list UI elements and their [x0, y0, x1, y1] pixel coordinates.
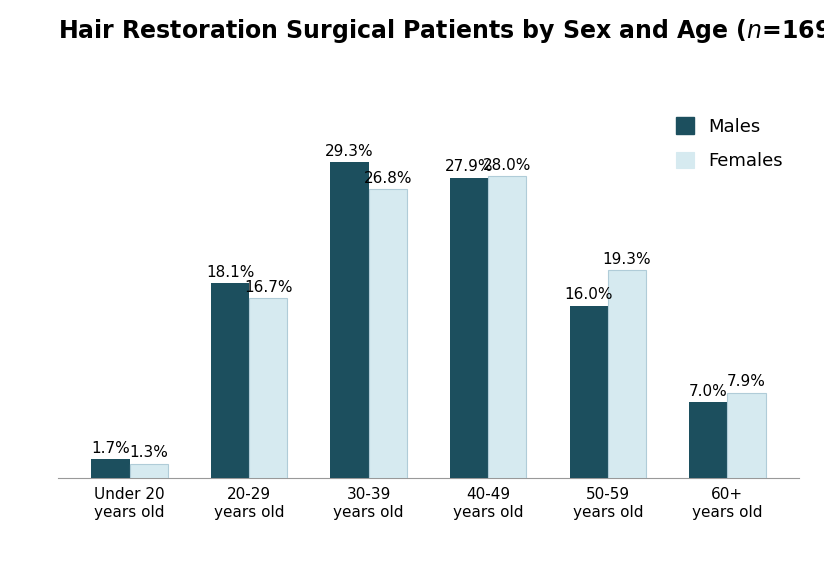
Bar: [728, 393, 765, 478]
Bar: [330, 162, 368, 478]
Legend: Males, Females: Males, Females: [669, 110, 790, 178]
Text: 1.7%: 1.7%: [91, 441, 130, 456]
Text: 7.0%: 7.0%: [689, 384, 728, 399]
Bar: [450, 178, 489, 478]
Text: Hair Restoration Surgical Patients by Sex and Age ($\it{n}$=169): Hair Restoration Surgical Patients by Se…: [58, 17, 824, 45]
Bar: [489, 176, 527, 478]
Text: 26.8%: 26.8%: [363, 171, 412, 186]
Bar: [129, 464, 168, 478]
Text: 18.1%: 18.1%: [206, 265, 255, 280]
Text: 19.3%: 19.3%: [602, 252, 651, 267]
Text: 16.0%: 16.0%: [564, 287, 613, 302]
Bar: [689, 402, 728, 478]
Text: 29.3%: 29.3%: [325, 144, 374, 159]
Text: 1.3%: 1.3%: [129, 446, 168, 460]
Text: 7.9%: 7.9%: [727, 374, 765, 389]
Bar: [211, 283, 249, 478]
Bar: [91, 459, 129, 478]
Text: 28.0%: 28.0%: [483, 158, 531, 173]
Text: 27.9%: 27.9%: [445, 159, 494, 174]
Bar: [368, 189, 407, 478]
Bar: [249, 298, 288, 478]
Bar: [608, 270, 646, 478]
Bar: [569, 306, 608, 478]
Text: 16.7%: 16.7%: [244, 280, 293, 295]
